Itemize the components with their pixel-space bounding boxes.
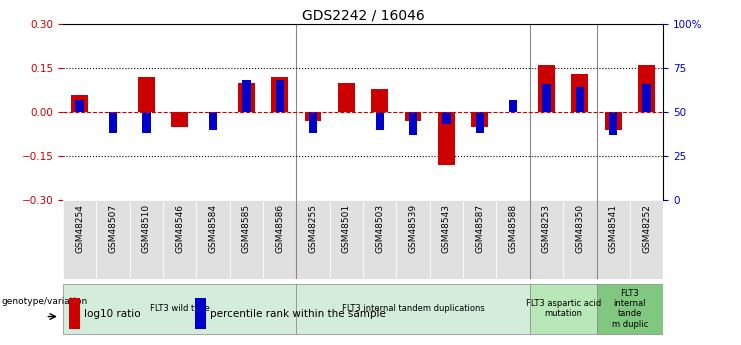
Text: GSM48585: GSM48585 <box>242 204 251 253</box>
Bar <box>96 200 130 279</box>
Bar <box>371 89 388 112</box>
Bar <box>471 112 488 127</box>
Text: GSM48584: GSM48584 <box>208 204 218 253</box>
Bar <box>405 112 422 121</box>
Bar <box>530 200 563 279</box>
Bar <box>309 112 317 133</box>
Text: GSM48507: GSM48507 <box>108 204 118 253</box>
Text: GSM48255: GSM48255 <box>308 204 318 253</box>
Bar <box>363 200 396 279</box>
Bar <box>69 298 80 329</box>
Bar <box>463 200 496 279</box>
Text: GSM48510: GSM48510 <box>142 204 151 253</box>
Text: GSM48252: GSM48252 <box>642 204 651 253</box>
Bar <box>396 200 430 279</box>
Bar <box>209 112 217 130</box>
Bar <box>76 100 84 112</box>
Bar <box>296 200 330 279</box>
Text: FLT3 aspartic acid
mutation: FLT3 aspartic acid mutation <box>525 299 601 318</box>
Text: FLT3
internal
tande
m duplic: FLT3 internal tande m duplic <box>612 289 648 329</box>
Bar <box>376 112 384 130</box>
Text: GSM48539: GSM48539 <box>408 204 418 253</box>
Bar <box>238 83 255 112</box>
Bar <box>163 200 196 279</box>
Text: log10 ratio: log10 ratio <box>84 309 141 319</box>
Text: GSM48501: GSM48501 <box>342 204 351 253</box>
Bar <box>438 112 455 165</box>
Bar <box>563 200 597 279</box>
Text: percentile rank within the sample: percentile rank within the sample <box>210 309 386 319</box>
Text: genotype/variation: genotype/variation <box>1 296 87 306</box>
Bar <box>138 77 155 112</box>
Bar <box>63 200 96 279</box>
Bar <box>305 112 322 121</box>
Bar <box>509 100 517 112</box>
Bar <box>476 112 484 133</box>
Text: GSM48543: GSM48543 <box>442 204 451 253</box>
Bar <box>242 80 250 112</box>
Bar <box>109 112 117 133</box>
Text: FLT3 internal tandem duplications: FLT3 internal tandem duplications <box>342 304 485 313</box>
Text: GSM48588: GSM48588 <box>508 204 518 253</box>
Bar <box>605 112 622 130</box>
Bar <box>63 284 296 334</box>
Bar <box>409 112 417 135</box>
Bar <box>442 112 451 125</box>
Bar <box>430 200 463 279</box>
Text: GSM48350: GSM48350 <box>575 204 585 253</box>
Bar <box>296 284 530 334</box>
Bar <box>263 200 296 279</box>
Bar <box>195 298 206 329</box>
Title: GDS2242 / 16046: GDS2242 / 16046 <box>302 9 425 23</box>
Bar <box>142 112 150 133</box>
Bar <box>338 83 355 112</box>
Bar <box>71 95 88 112</box>
Bar <box>630 200 663 279</box>
Bar <box>609 112 617 135</box>
Bar <box>538 65 555 112</box>
Bar <box>638 65 655 112</box>
Bar <box>576 88 584 112</box>
Bar <box>330 200 363 279</box>
Bar <box>571 74 588 112</box>
Text: GSM48586: GSM48586 <box>275 204 285 253</box>
Bar <box>171 112 188 127</box>
Text: FLT3 wild type: FLT3 wild type <box>150 304 210 313</box>
Bar <box>530 284 597 334</box>
Text: GSM48546: GSM48546 <box>175 204 185 253</box>
Bar <box>196 200 230 279</box>
Bar <box>271 77 288 112</box>
Text: GSM48253: GSM48253 <box>542 204 551 253</box>
Bar <box>642 84 651 112</box>
Text: GSM48254: GSM48254 <box>75 204 84 253</box>
Text: GSM48541: GSM48541 <box>608 204 618 253</box>
Bar <box>276 80 284 112</box>
Text: GSM48503: GSM48503 <box>375 204 385 253</box>
Bar <box>542 84 551 112</box>
Bar <box>496 200 530 279</box>
Text: GSM48587: GSM48587 <box>475 204 485 253</box>
Bar <box>130 200 163 279</box>
Bar <box>230 200 263 279</box>
Bar <box>597 200 630 279</box>
Bar <box>597 284 663 334</box>
